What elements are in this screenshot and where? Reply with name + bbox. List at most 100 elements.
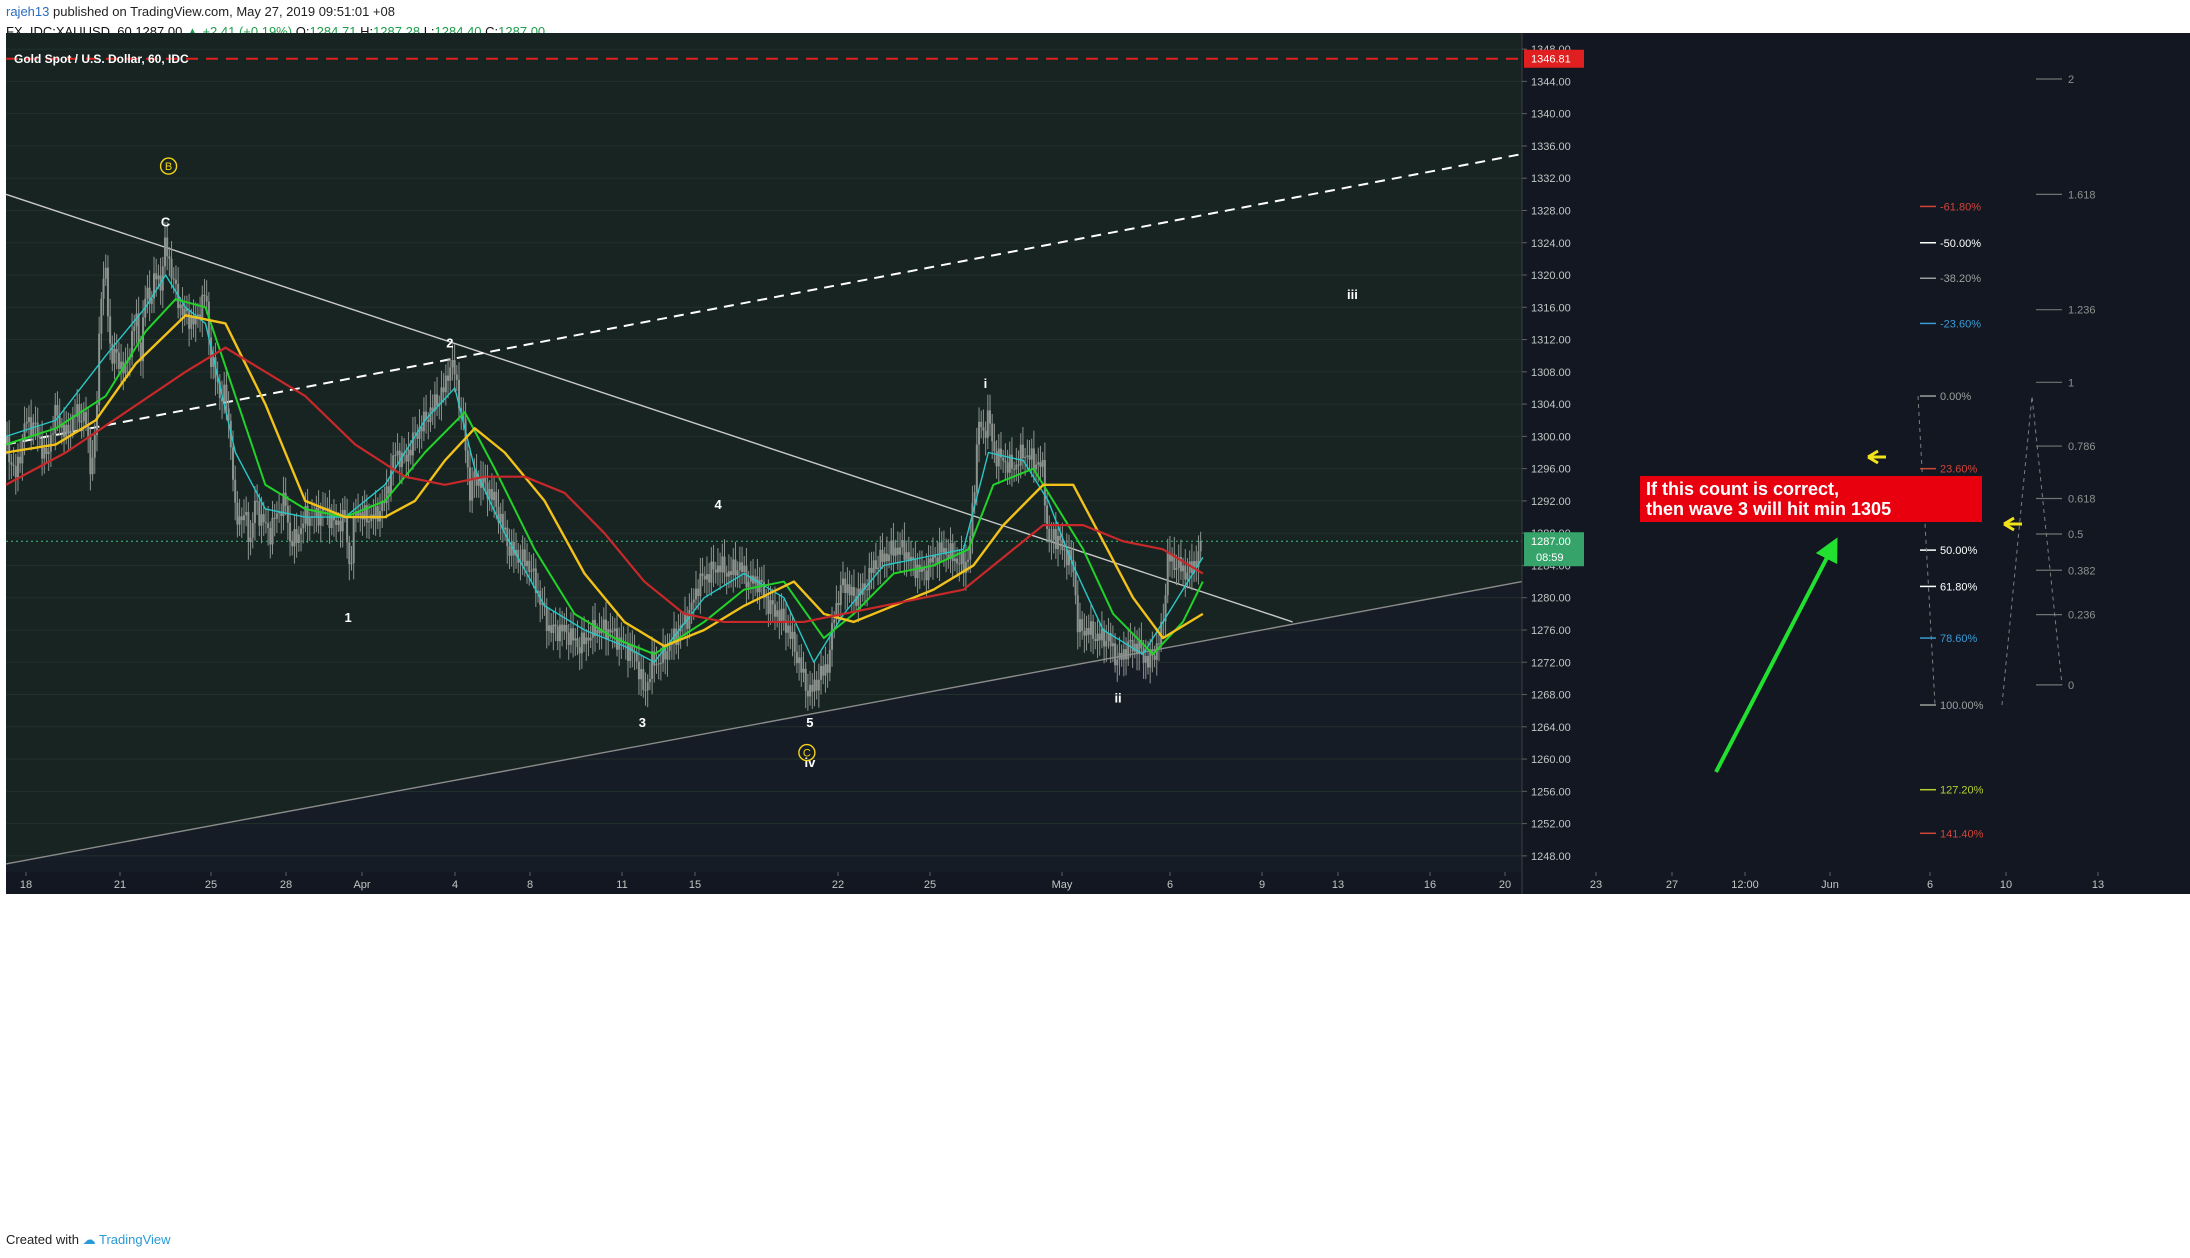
candle-body (442, 387, 445, 393)
time-tick-label: 20 (1499, 879, 1511, 891)
candle-body (558, 624, 561, 642)
moving-averages (5, 274, 1204, 663)
time-tick-label: 8 (527, 879, 533, 891)
candle-body (133, 326, 136, 332)
price-axis[interactable]: 1348.001344.001340.001336.001332.001328.… (1521, 33, 1584, 894)
candle-body (484, 475, 487, 483)
chart-title: Gold Spot / U.S. Dollar, 60, IDC (14, 52, 189, 66)
fib-ext-label: 2 (2068, 74, 2074, 86)
candle-body (1184, 565, 1187, 580)
candle-body (80, 421, 83, 423)
candle-body (767, 596, 770, 614)
time-axis[interactable]: 18 21 25 28 Apr 4 8 11 15 22 25 May 6 9 13 16 20 23 27 12:0… (20, 872, 2104, 891)
candle-body (341, 510, 344, 532)
candle-body (822, 665, 825, 676)
candle-body (765, 596, 768, 598)
candle-body (34, 422, 37, 424)
candle-body (137, 313, 140, 343)
annotations[interactable]: If this count is correct,then wave 3 wil… (1640, 449, 2022, 773)
candle-body (925, 570, 928, 581)
candle-body (738, 562, 741, 571)
candle-body (730, 571, 733, 575)
tradingview-brand[interactable]: TradingView (99, 1232, 171, 1247)
candle-body (885, 553, 888, 562)
candle-body (868, 567, 871, 591)
candle-body (249, 537, 252, 543)
candle-body (43, 447, 46, 459)
price-tick-label: 1280.00 (1531, 593, 1571, 605)
candle-body (504, 527, 507, 530)
candle-body (278, 512, 281, 514)
candle-body (16, 456, 19, 478)
candle-body (964, 561, 967, 573)
candle-body (427, 419, 430, 422)
moving-average-ema_long (5, 346, 1204, 624)
candle-body (1030, 448, 1033, 460)
candle-body (903, 540, 906, 560)
candle-body (52, 433, 55, 435)
fib-ext-label: 0.5 (2068, 529, 2083, 541)
candle-body (1116, 659, 1119, 666)
candle-body (392, 455, 395, 471)
candle-body (605, 619, 608, 640)
candle-body (809, 684, 812, 697)
candle-body (923, 567, 926, 571)
trend-lines[interactable] (5, 57, 1523, 865)
candle-body (1089, 621, 1092, 635)
candle-body (958, 563, 961, 565)
candle-body (453, 360, 456, 375)
candle-body (271, 517, 274, 545)
candle-body (183, 308, 186, 316)
candle-body (289, 522, 292, 542)
candle-body (936, 557, 939, 564)
candle-body (381, 500, 384, 512)
candle-body (984, 430, 987, 438)
candle-body (828, 649, 831, 673)
candle-body (411, 432, 414, 456)
annotation-box (1640, 476, 1982, 522)
candle-body (574, 638, 577, 641)
candle-body (194, 316, 197, 325)
candle-body (846, 584, 849, 593)
time-tick-label: 11 (616, 879, 627, 891)
candle-body (1164, 595, 1167, 622)
candle-body (872, 560, 875, 573)
candle-body (190, 316, 193, 329)
fib-level-label: 100.00% (1940, 700, 1984, 712)
candle-body (813, 679, 816, 692)
candle-body (41, 438, 44, 459)
candle-body (234, 479, 237, 503)
candle-body (1122, 649, 1125, 660)
time-tick-label: 21 (114, 879, 126, 891)
candle-body (927, 558, 930, 581)
fib-level-label: 141.40% (1940, 828, 1984, 840)
candle-body (1013, 468, 1016, 470)
candle-body (1144, 655, 1147, 663)
circled-wave-label: C (803, 748, 811, 760)
candle-body (1179, 557, 1182, 572)
candle-body (468, 467, 471, 501)
candle-body (721, 556, 724, 573)
candle-body (69, 431, 72, 434)
candle-body (185, 308, 188, 312)
candle-body (591, 619, 594, 638)
candle-body (23, 423, 26, 441)
candle-body (859, 588, 862, 595)
candle-body (58, 415, 61, 428)
candle-body (879, 549, 882, 568)
candle-body (400, 452, 403, 468)
candle-body (300, 528, 303, 535)
fib-ext-label: 1.236 (2068, 305, 2096, 317)
candle-body (565, 624, 568, 633)
candle-body (36, 422, 39, 437)
author-name[interactable]: rajeh13 (6, 4, 50, 19)
candle-body (473, 471, 476, 481)
price-tick-label: 1328.00 (1531, 205, 1571, 217)
target-arrow-icon (1714, 537, 1838, 773)
candle-body (25, 421, 28, 424)
candle-body (346, 515, 349, 543)
candle-body (1074, 572, 1077, 596)
candle-body (455, 374, 458, 380)
candle-body (688, 609, 691, 629)
